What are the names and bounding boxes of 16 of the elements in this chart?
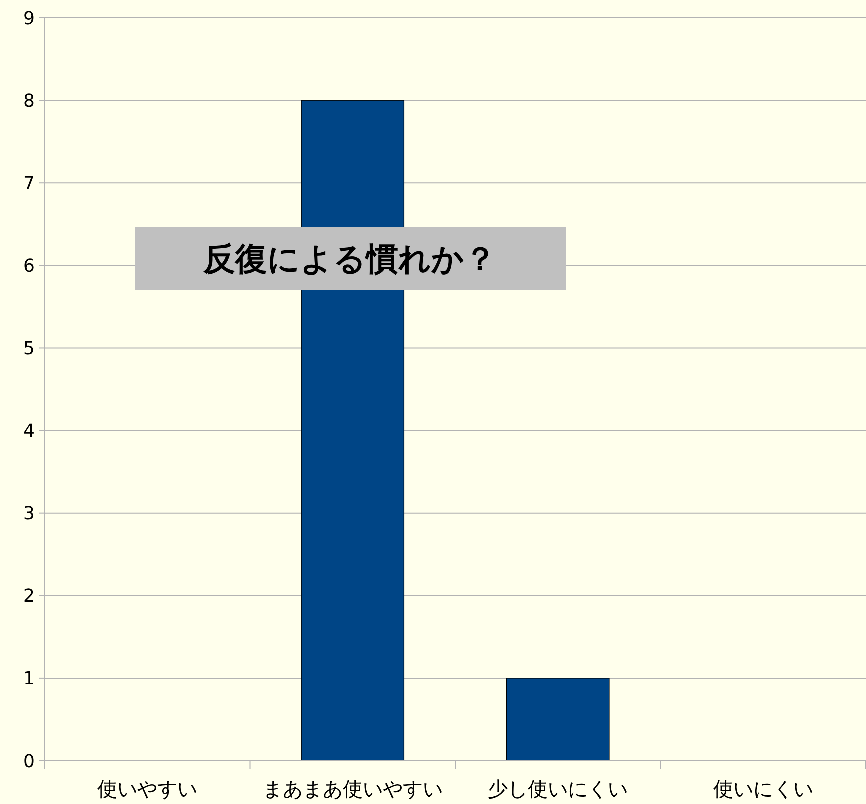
y-tick-label: 0 <box>24 751 35 772</box>
y-tick-label: 9 <box>24 8 35 30</box>
y-tick-label: 7 <box>24 173 35 194</box>
x-tick-label: 少し使いにくい <box>488 777 628 801</box>
note-box: 反復による慣れか？ <box>135 227 566 290</box>
y-tick-label: 2 <box>24 586 35 608</box>
x-tick-label: 使いにくい <box>713 777 814 801</box>
x-tick-label: 使いやすい <box>98 777 198 801</box>
y-tick-label: 1 <box>24 668 35 690</box>
y-tick-label: 8 <box>24 90 35 112</box>
x-tick-label: まあまあ使いやすい <box>262 777 443 801</box>
y-tick-label: 4 <box>24 421 35 442</box>
y-tick-label: 6 <box>24 256 35 277</box>
y-tick-label: 5 <box>24 338 35 360</box>
y-tick-label: 3 <box>24 504 35 525</box>
annotation: 反復による慣れか？ <box>202 240 496 278</box>
